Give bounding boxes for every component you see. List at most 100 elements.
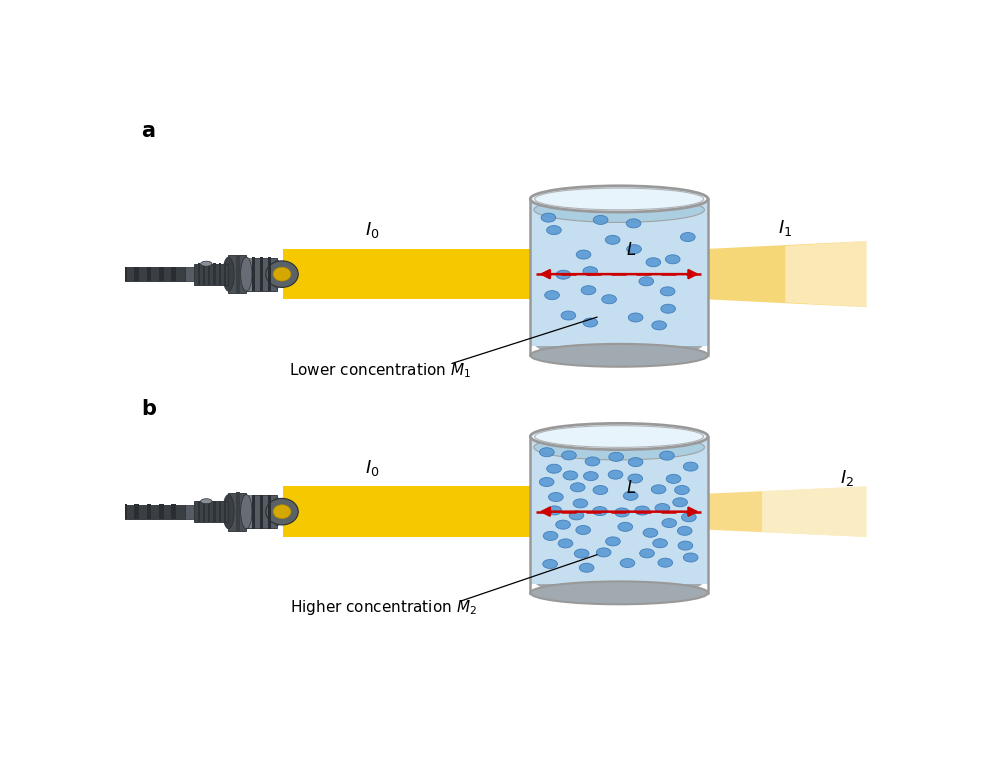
- Ellipse shape: [653, 539, 667, 547]
- Polygon shape: [762, 487, 866, 537]
- Ellipse shape: [273, 505, 291, 519]
- Bar: [268, 257, 271, 291]
- Text: $I_2$: $I_2$: [840, 468, 854, 487]
- Bar: [213, 501, 215, 522]
- Bar: [228, 255, 246, 293]
- Ellipse shape: [592, 507, 607, 515]
- Ellipse shape: [608, 470, 623, 480]
- Ellipse shape: [646, 258, 661, 267]
- Ellipse shape: [681, 233, 695, 241]
- Polygon shape: [708, 487, 866, 537]
- Ellipse shape: [546, 464, 561, 473]
- Bar: [147, 505, 152, 519]
- Bar: [208, 501, 210, 522]
- Bar: [116, 505, 184, 519]
- Ellipse shape: [112, 268, 120, 280]
- Ellipse shape: [222, 494, 234, 529]
- Bar: [235, 255, 239, 294]
- Ellipse shape: [635, 506, 650, 515]
- Polygon shape: [283, 249, 530, 299]
- Bar: [194, 501, 228, 522]
- Text: Lower concentration $M_1$: Lower concentration $M_1$: [288, 361, 471, 380]
- Bar: [197, 501, 200, 522]
- Ellipse shape: [534, 188, 704, 210]
- Ellipse shape: [605, 537, 620, 546]
- Ellipse shape: [573, 499, 588, 508]
- Ellipse shape: [530, 581, 708, 604]
- Ellipse shape: [673, 497, 688, 507]
- Ellipse shape: [593, 216, 608, 224]
- Ellipse shape: [628, 458, 643, 466]
- Bar: [194, 264, 228, 284]
- Ellipse shape: [561, 311, 575, 320]
- Bar: [170, 267, 175, 281]
- Bar: [184, 267, 194, 281]
- Ellipse shape: [678, 541, 693, 550]
- Bar: [252, 257, 255, 291]
- Ellipse shape: [666, 474, 681, 483]
- Ellipse shape: [200, 261, 212, 266]
- Ellipse shape: [602, 294, 616, 304]
- Ellipse shape: [539, 448, 554, 457]
- Ellipse shape: [652, 321, 666, 330]
- Ellipse shape: [609, 452, 623, 462]
- Bar: [203, 263, 205, 285]
- Ellipse shape: [272, 497, 282, 526]
- Text: $I_0$: $I_0$: [365, 458, 379, 478]
- Ellipse shape: [626, 219, 641, 228]
- Ellipse shape: [530, 344, 708, 367]
- Bar: [530, 437, 708, 584]
- Ellipse shape: [596, 548, 611, 557]
- Ellipse shape: [583, 266, 597, 276]
- Bar: [170, 505, 175, 519]
- Ellipse shape: [530, 186, 708, 212]
- Ellipse shape: [241, 260, 251, 288]
- Ellipse shape: [112, 505, 120, 518]
- Bar: [228, 493, 246, 530]
- Ellipse shape: [660, 287, 675, 296]
- Ellipse shape: [569, 511, 584, 520]
- Ellipse shape: [240, 494, 252, 529]
- Bar: [246, 258, 277, 291]
- Bar: [159, 505, 164, 519]
- Ellipse shape: [570, 483, 585, 492]
- Bar: [246, 495, 277, 528]
- Ellipse shape: [539, 477, 554, 487]
- Ellipse shape: [241, 497, 251, 526]
- Bar: [246, 258, 252, 291]
- Bar: [159, 267, 164, 281]
- Bar: [224, 501, 226, 522]
- Ellipse shape: [665, 255, 680, 264]
- Ellipse shape: [583, 472, 598, 480]
- Ellipse shape: [583, 318, 597, 327]
- Polygon shape: [708, 241, 866, 307]
- Ellipse shape: [272, 260, 282, 288]
- Bar: [213, 263, 215, 285]
- Text: $L$: $L$: [625, 479, 636, 497]
- Ellipse shape: [581, 286, 596, 294]
- Ellipse shape: [576, 250, 591, 259]
- Text: a: a: [142, 121, 156, 141]
- Bar: [530, 199, 708, 346]
- Ellipse shape: [628, 313, 643, 322]
- Ellipse shape: [533, 435, 705, 460]
- Ellipse shape: [683, 462, 698, 471]
- Ellipse shape: [107, 505, 125, 519]
- Text: $L$: $L$: [625, 241, 636, 259]
- Ellipse shape: [534, 426, 704, 448]
- Text: $I_1$: $I_1$: [779, 218, 793, 238]
- Ellipse shape: [556, 270, 570, 280]
- Ellipse shape: [546, 226, 561, 234]
- Polygon shape: [786, 241, 866, 307]
- Ellipse shape: [643, 528, 658, 537]
- Ellipse shape: [661, 305, 676, 313]
- Ellipse shape: [530, 423, 708, 450]
- Bar: [218, 263, 221, 285]
- Bar: [123, 505, 127, 519]
- Ellipse shape: [544, 291, 559, 300]
- Text: $I_0$: $I_0$: [365, 220, 379, 241]
- Bar: [135, 267, 140, 281]
- Bar: [147, 267, 152, 281]
- Ellipse shape: [558, 539, 573, 548]
- Text: b: b: [142, 399, 157, 419]
